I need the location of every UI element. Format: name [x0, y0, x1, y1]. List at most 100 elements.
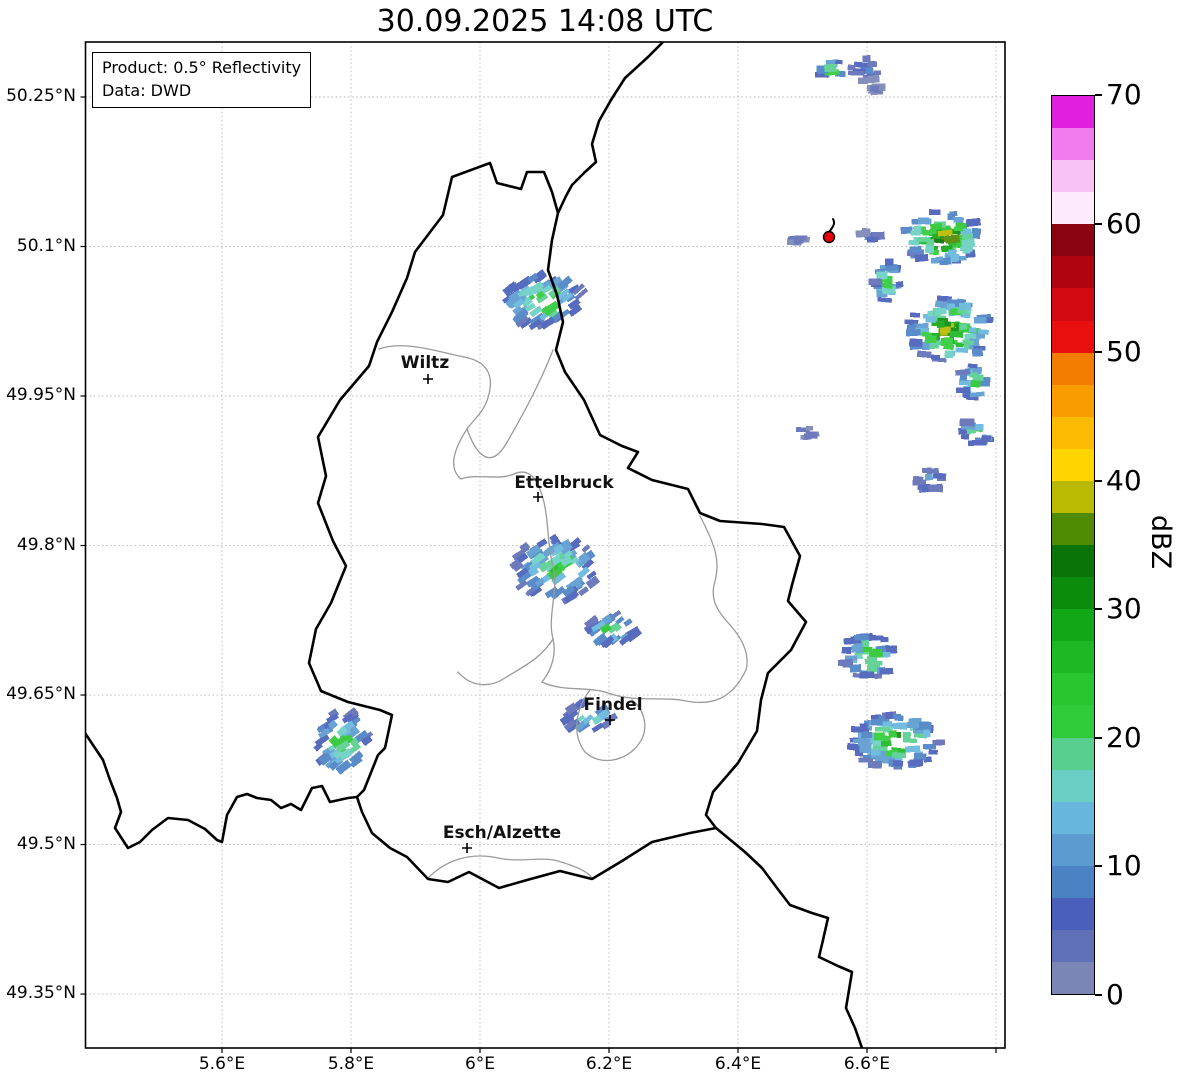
colorbar-segment	[1052, 320, 1094, 353]
map-title: 30.09.2025 14:08 UTC	[376, 4, 714, 39]
radar-cell	[313, 707, 374, 775]
radar-cell	[814, 59, 846, 78]
x-tick-label: 6.6°E	[843, 1054, 891, 1074]
colorbar-segment	[1052, 128, 1094, 161]
colorbar-tick-mark	[1095, 865, 1102, 868]
border-southwest	[86, 732, 359, 850]
colorbar-segment	[1052, 545, 1094, 578]
y-tick-label: 49.8°N	[16, 534, 76, 555]
colorbar-segment	[1052, 865, 1094, 898]
info-source: Data: DWD	[102, 81, 192, 100]
city-label: Findel	[583, 695, 642, 715]
colorbar-tick-mark	[1095, 479, 1102, 482]
border-southeast	[714, 826, 864, 1048]
colorbar-segment	[1052, 897, 1094, 931]
colorbar-segment	[1052, 609, 1094, 642]
canton-borders	[378, 345, 748, 880]
colorbar-segment	[1052, 833, 1094, 866]
radar-cell	[900, 209, 981, 266]
city-label: Esch/Alzette	[443, 823, 561, 843]
colorbar-segment	[1052, 962, 1094, 995]
colorbar-tick-label: 20	[1106, 720, 1142, 754]
y-tick-label: 50.25°N	[6, 86, 76, 106]
colorbar-segment	[1052, 673, 1094, 706]
station-dot	[822, 230, 836, 244]
luxembourg-outline	[307, 161, 808, 890]
colorbar-segment	[1052, 384, 1094, 417]
colorbar-tick-mark	[1095, 994, 1102, 996]
radar-cell	[904, 295, 994, 363]
colorbar-tick-label: 10	[1106, 849, 1142, 883]
country-borders	[86, 42, 864, 1048]
radar-cell	[846, 711, 946, 770]
colorbar-segment	[1052, 160, 1094, 193]
colorbar-segment	[1052, 288, 1094, 321]
colorbar-segment	[1052, 577, 1094, 610]
plot-frame	[84, 41, 1006, 1049]
colorbar-segment	[1052, 641, 1094, 674]
radar-cell	[786, 235, 810, 246]
colorbar-segment	[1052, 96, 1094, 129]
colorbar-tick-mark	[1095, 736, 1102, 739]
gridlines	[85, 42, 1005, 1048]
radar-cell	[955, 363, 991, 401]
colorbar-tick-label: 50	[1106, 335, 1142, 369]
radar-echoes	[313, 55, 994, 775]
radar-cell	[796, 426, 820, 441]
radar-cell	[509, 533, 601, 605]
colorbar-tick-label: 30	[1106, 592, 1142, 626]
radar-cell	[958, 418, 994, 447]
colorbar-tick-mark	[1095, 351, 1102, 354]
colorbar-segment	[1052, 192, 1094, 225]
radar-cell	[912, 467, 947, 493]
x-tick-label: 5.8°E	[327, 1054, 375, 1074]
y-tick-label: 49.5°N	[16, 833, 76, 854]
y-tick-label: 49.65°N	[6, 684, 76, 705]
radar-station-marker	[822, 230, 836, 244]
info-product: Product: 0.5° Reflectivity	[102, 58, 302, 77]
colorbar-segment	[1052, 480, 1094, 514]
colorbar	[1051, 95, 1095, 995]
colorbar-segment	[1052, 737, 1094, 770]
colorbar-segment	[1052, 256, 1094, 289]
city-marker	[423, 374, 433, 384]
y-tick-label: 49.95°N	[6, 385, 76, 405]
radar-cell	[502, 269, 589, 331]
city-marker	[462, 843, 472, 853]
colorbar-tick-mark	[1095, 94, 1102, 96]
city-label: Ettelbruck	[514, 473, 614, 493]
colorbar-tick-label: 40	[1106, 463, 1142, 497]
colorbar-segment	[1052, 930, 1094, 963]
radar-cell	[868, 258, 904, 303]
colorbar-segment	[1052, 705, 1094, 738]
colorbar-segment	[1052, 448, 1094, 481]
x-tick-label: 5.6°E	[198, 1054, 246, 1074]
y-tick-label: 49.35°N	[6, 983, 76, 1004]
x-tick-label: 6°E	[464, 1054, 496, 1074]
x-tick-label: 6.2°E	[585, 1054, 633, 1074]
radar-cell	[847, 55, 882, 85]
radar-cell	[837, 633, 898, 679]
colorbar-unit-label: dBZ	[1145, 514, 1176, 570]
colorbar-tick-mark	[1095, 222, 1102, 225]
colorbar-segment	[1052, 513, 1094, 546]
x-tick-label: 6.4°E	[714, 1054, 762, 1074]
city-labels: Wiltz Ettelbruck Findel Esch/Alzette	[401, 353, 643, 853]
info-box: Product: 0.5° Reflectivity Data: DWD	[92, 52, 312, 108]
y-tick-label: 50.1°N	[16, 235, 76, 256]
colorbar-segment	[1052, 416, 1094, 449]
small-track-mark	[828, 218, 836, 233]
city-marker	[605, 715, 615, 725]
city-marker	[533, 492, 543, 502]
radar-cell	[583, 609, 643, 649]
border-northeast	[556, 42, 665, 215]
colorbar-tick-mark	[1095, 608, 1102, 611]
colorbar-tick-label: 70	[1106, 78, 1142, 111]
colorbar-segment	[1052, 352, 1094, 385]
colorbar-segment	[1052, 769, 1094, 802]
city-label: Wiltz	[401, 353, 450, 373]
radar-cell	[866, 83, 886, 96]
colorbar-tick-label: 60	[1106, 206, 1142, 240]
radar-cell	[855, 227, 885, 243]
